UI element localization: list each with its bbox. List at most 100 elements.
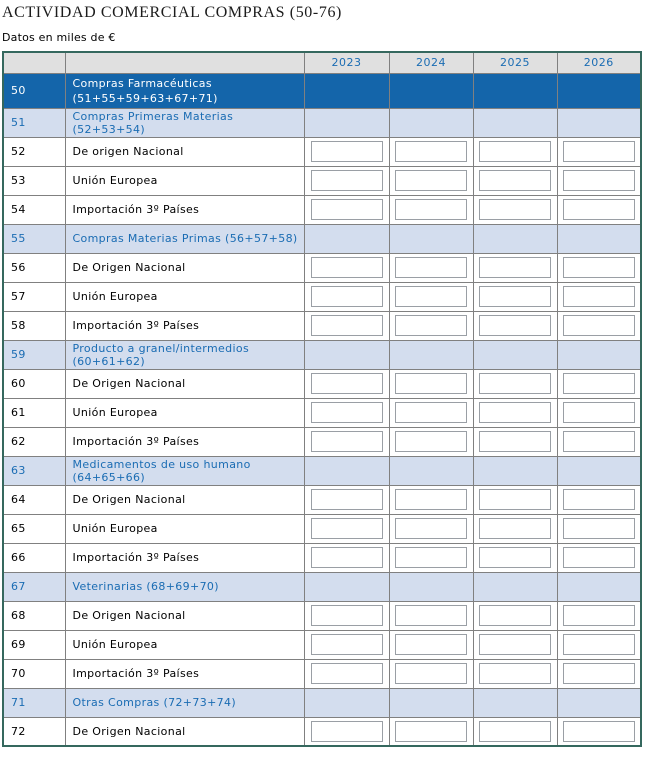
value-input-65-2025[interactable] [479,518,551,539]
value-input-62-2024[interactable] [395,431,467,452]
row-label: De Origen Nacional [64,600,305,631]
table-row-52: 52 De origen Nacional [2,136,642,167]
table-row-70: 70 Importación 3º Países [2,658,642,689]
cell-62-2024 [388,426,474,457]
value-input-61-2026[interactable] [562,402,635,423]
table-row-67: 67 Veterinarias (68+69+70) [2,571,642,602]
value-input-62-2025[interactable] [479,431,551,452]
cell-61-2025 [472,397,558,428]
cell-60-2024 [388,368,474,399]
value-input-56-2023[interactable] [310,257,383,278]
row-code: 68 [2,600,66,631]
row-code: 62 [2,426,66,457]
cell-59-2023 [303,339,390,370]
value-input-66-2025[interactable] [479,547,551,568]
cell-63-2023 [303,455,390,486]
header-year-4: 2026 [556,51,642,74]
value-input-64-2026[interactable] [562,489,635,510]
cell-53-2026 [556,165,642,196]
value-input-66-2023[interactable] [310,547,383,568]
value-input-72-2023[interactable] [310,720,383,742]
row-label-text: Unión Europea [72,522,158,535]
value-input-53-2026[interactable] [562,170,635,191]
value-input-68-2024[interactable] [395,605,467,626]
cell-54-2025 [472,194,558,225]
value-input-60-2026[interactable] [562,373,635,394]
value-input-70-2024[interactable] [395,663,467,684]
value-input-69-2025[interactable] [479,634,551,655]
cell-50-2026 [556,72,642,109]
value-input-72-2026[interactable] [562,720,635,742]
cell-56-2023 [303,252,390,283]
value-input-52-2023[interactable] [310,141,383,162]
value-input-57-2024[interactable] [395,286,467,307]
value-input-60-2023[interactable] [310,373,383,394]
value-input-68-2023[interactable] [310,605,383,626]
value-input-70-2023[interactable] [310,663,383,684]
row-label: De Origen Nacional [64,252,305,283]
value-input-65-2023[interactable] [310,518,383,539]
value-input-58-2024[interactable] [395,315,467,336]
value-input-69-2023[interactable] [310,634,383,655]
cell-56-2024 [388,252,474,283]
row-code: 56 [2,252,66,283]
value-input-52-2026[interactable] [562,141,635,162]
value-input-66-2024[interactable] [395,547,467,568]
row-label: Importación 3º Países [64,658,305,689]
value-input-56-2025[interactable] [479,257,551,278]
value-input-69-2026[interactable] [562,634,635,655]
value-input-69-2024[interactable] [395,634,467,655]
value-input-54-2024[interactable] [395,199,467,220]
value-input-52-2024[interactable] [395,141,467,162]
cell-69-2025 [472,629,558,660]
table-row-53: 53 Unión Europea [2,165,642,196]
row-label: Importación 3º Países [64,194,305,225]
value-input-54-2023[interactable] [310,199,383,220]
value-input-53-2023[interactable] [310,170,383,191]
value-input-61-2025[interactable] [479,402,551,423]
value-input-58-2023[interactable] [310,315,383,336]
value-input-64-2025[interactable] [479,489,551,510]
value-input-53-2024[interactable] [395,170,467,191]
cell-64-2025 [472,484,558,515]
value-input-64-2024[interactable] [395,489,467,510]
row-code: 64 [2,484,66,515]
value-input-70-2025[interactable] [479,663,551,684]
value-input-72-2025[interactable] [479,720,551,742]
value-input-68-2026[interactable] [562,605,635,626]
table-row-64: 64 De Origen Nacional [2,484,642,515]
value-input-57-2026[interactable] [562,286,635,307]
cell-61-2026 [556,397,642,428]
cell-71-2026 [556,687,642,718]
value-input-61-2024[interactable] [395,402,467,423]
value-input-60-2025[interactable] [479,373,551,394]
value-input-58-2026[interactable] [562,315,635,336]
value-input-60-2024[interactable] [395,373,467,394]
cell-69-2026 [556,629,642,660]
cell-64-2023 [303,484,390,515]
value-input-65-2024[interactable] [395,518,467,539]
value-input-65-2026[interactable] [562,518,635,539]
value-input-68-2025[interactable] [479,605,551,626]
value-input-72-2024[interactable] [395,720,467,742]
value-input-62-2023[interactable] [310,431,383,452]
value-input-64-2023[interactable] [310,489,383,510]
row-label-text: Unión Europea [72,406,158,419]
value-input-62-2026[interactable] [562,431,635,452]
cell-67-2023 [303,571,390,602]
value-input-56-2024[interactable] [395,257,467,278]
value-input-57-2025[interactable] [479,286,551,307]
cell-68-2025 [472,600,558,631]
value-input-54-2026[interactable] [562,199,635,220]
value-input-61-2023[interactable] [310,402,383,423]
value-input-56-2026[interactable] [562,257,635,278]
value-input-54-2025[interactable] [479,199,551,220]
value-input-52-2025[interactable] [479,141,551,162]
row-code: 53 [2,165,66,196]
value-input-66-2026[interactable] [562,547,635,568]
value-input-70-2026[interactable] [562,663,635,684]
value-input-58-2025[interactable] [479,315,551,336]
cell-62-2025 [472,426,558,457]
value-input-57-2023[interactable] [310,286,383,307]
value-input-53-2025[interactable] [479,170,551,191]
